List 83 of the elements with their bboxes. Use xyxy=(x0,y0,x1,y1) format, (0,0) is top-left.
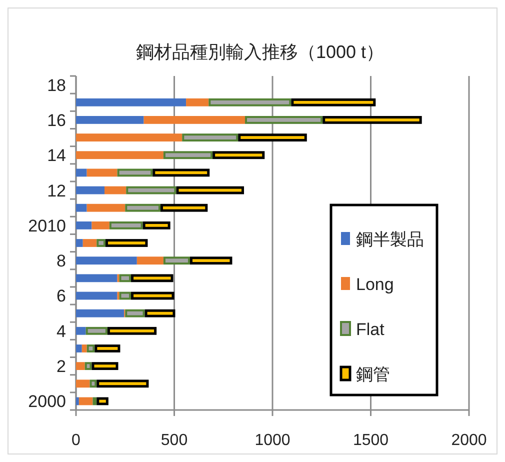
bar xyxy=(76,309,124,318)
bar xyxy=(90,380,97,388)
bar xyxy=(142,221,170,230)
legend-label: 鋼管 xyxy=(356,365,390,384)
bar xyxy=(76,151,164,160)
bar xyxy=(76,292,118,300)
bar xyxy=(92,362,118,370)
bar xyxy=(76,239,83,247)
bar xyxy=(82,239,97,247)
bar xyxy=(244,116,323,124)
bar xyxy=(144,309,176,318)
legend-label: Long xyxy=(356,275,394,294)
bar xyxy=(131,274,174,282)
bar xyxy=(152,168,210,177)
bar xyxy=(92,221,110,230)
bar xyxy=(76,168,87,177)
legend-label: Flat xyxy=(356,320,385,339)
y-tick-label: 18 xyxy=(47,76,66,95)
y-tick-label: 16 xyxy=(47,110,66,130)
bar xyxy=(126,186,176,194)
bar xyxy=(125,309,145,318)
bar xyxy=(86,204,126,212)
y-tick-label: 2000 xyxy=(28,392,66,412)
bar xyxy=(117,168,153,177)
x-tick-label: 1500 xyxy=(352,432,389,449)
bar xyxy=(78,397,93,406)
bar xyxy=(76,274,118,282)
bar xyxy=(190,256,232,265)
x-tick-label: 500 xyxy=(160,432,188,449)
bar xyxy=(82,344,87,352)
bar xyxy=(76,326,86,335)
bar xyxy=(104,186,126,194)
bar xyxy=(76,134,182,142)
bar xyxy=(212,151,265,160)
bar xyxy=(76,344,82,352)
bar xyxy=(94,344,120,352)
legend-label: 鋼半製品 xyxy=(356,230,424,249)
bar xyxy=(186,98,209,106)
y-tick-label: 12 xyxy=(47,181,66,200)
bar xyxy=(76,221,92,230)
bar xyxy=(136,256,164,265)
y-tick-label: 8 xyxy=(56,252,66,271)
bar xyxy=(76,362,85,370)
bar xyxy=(86,344,95,352)
bar xyxy=(76,116,144,124)
y-tick-label: 4 xyxy=(56,322,66,341)
bar xyxy=(84,362,92,370)
x-tick-label: 2000 xyxy=(451,432,487,449)
x-tick-label: 0 xyxy=(72,432,81,449)
bar xyxy=(163,151,213,160)
bar xyxy=(238,134,307,142)
bar xyxy=(76,256,137,265)
bar xyxy=(208,98,292,106)
bar xyxy=(76,397,79,406)
bar xyxy=(163,256,190,265)
bar xyxy=(119,292,132,300)
bar xyxy=(86,326,108,335)
bar xyxy=(96,239,106,247)
bar xyxy=(86,168,118,177)
bar xyxy=(119,274,132,282)
y-tick-label: 2 xyxy=(56,357,66,376)
bar xyxy=(176,186,244,194)
bar xyxy=(107,326,157,335)
bar xyxy=(109,221,143,230)
y-tick-label: 14 xyxy=(47,146,66,166)
bar xyxy=(76,186,104,194)
x-tick-label: 1000 xyxy=(254,432,290,449)
bar xyxy=(144,116,245,124)
bar xyxy=(125,204,160,212)
bar xyxy=(76,204,87,212)
bar xyxy=(105,239,148,247)
bar xyxy=(96,397,108,406)
bar xyxy=(76,380,90,388)
bar xyxy=(96,380,149,388)
y-tick-label: 2010 xyxy=(28,216,66,236)
bar xyxy=(76,98,186,106)
bar xyxy=(131,292,174,300)
bar xyxy=(182,134,238,142)
bar xyxy=(291,98,376,106)
y-tick-label: 6 xyxy=(56,286,66,306)
bar xyxy=(160,204,208,212)
bar xyxy=(322,116,422,124)
chart-title: 鋼材品種別輸入推移（1000 t） xyxy=(136,42,384,62)
